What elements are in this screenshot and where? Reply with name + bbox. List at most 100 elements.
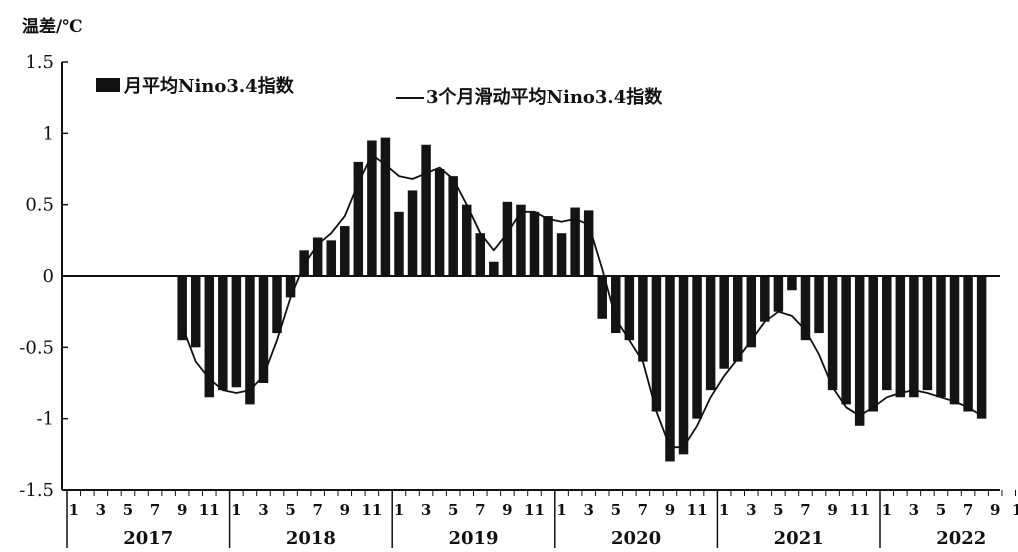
x-tick-label: 3 xyxy=(746,501,756,519)
x-tick-label: 5 xyxy=(448,501,458,519)
x-tick-label: 3 xyxy=(909,501,919,519)
x-tick-label: 9 xyxy=(990,501,1000,519)
bar xyxy=(502,201,513,276)
bar xyxy=(665,276,675,462)
bar xyxy=(800,276,811,341)
moving-average-line xyxy=(181,153,983,449)
y-tick-label: 0.5 xyxy=(25,195,54,216)
bar xyxy=(705,276,716,391)
x-tick-label: 1 xyxy=(556,501,566,519)
x-tick-label: 3 xyxy=(96,501,106,519)
bar xyxy=(868,276,878,412)
x-tick-label: 1 xyxy=(719,501,729,519)
x-tick-label: 9 xyxy=(340,501,350,519)
x-tick-label: 7 xyxy=(800,501,810,519)
x-tick-label: 1 xyxy=(394,501,404,519)
bar xyxy=(556,233,567,276)
bar xyxy=(597,276,607,319)
bar xyxy=(231,276,242,388)
x-tick-label: 7 xyxy=(638,501,648,519)
y-tick-label: -1 xyxy=(36,409,54,430)
bar xyxy=(204,276,215,398)
legend-bar-label: 月平均Nino3.4指数 xyxy=(123,75,295,97)
bar xyxy=(312,237,323,276)
y-axis: 1.5 1 0.5 0 -0.5 -1 -1.5 xyxy=(19,52,68,501)
bar xyxy=(258,276,269,383)
bar xyxy=(719,276,729,369)
bar xyxy=(218,276,228,391)
x-tick-label: 5 xyxy=(611,501,621,519)
bar xyxy=(516,204,526,276)
moving-average-series xyxy=(181,153,983,449)
bar xyxy=(854,276,865,426)
bar xyxy=(245,276,255,405)
bar xyxy=(367,140,377,276)
year-label: 2020 xyxy=(611,528,661,548)
year-label: 2017 xyxy=(123,528,173,548)
bar xyxy=(448,176,458,276)
bar xyxy=(340,226,350,276)
x-tick-label: 11 xyxy=(1012,501,1018,519)
bar xyxy=(827,276,838,391)
bar xyxy=(895,276,906,398)
bar xyxy=(949,276,960,405)
x-tick-label: 3 xyxy=(421,501,431,519)
x-tick-label: 9 xyxy=(827,501,837,519)
bar xyxy=(936,276,946,398)
x-tick-label: 5 xyxy=(936,501,946,519)
bar xyxy=(760,276,770,322)
y-tick-label: -0.5 xyxy=(19,337,54,358)
x-tick-label: 7 xyxy=(312,501,322,519)
x-tick-label: 3 xyxy=(258,501,268,519)
bar xyxy=(475,233,486,276)
x-tick-label: 1 xyxy=(231,501,241,519)
bar xyxy=(841,276,851,405)
x-tick-label: 5 xyxy=(773,501,783,519)
bar xyxy=(461,204,472,276)
year-label: 2019 xyxy=(448,528,498,548)
x-tick-label: 11 xyxy=(199,501,220,519)
x-tick-label: 9 xyxy=(502,501,512,519)
x-tick-label: 11 xyxy=(849,501,870,519)
bar xyxy=(692,276,702,419)
bar xyxy=(177,276,187,341)
legend-line-label: 3个月滑动平均Nino3.4指数 xyxy=(426,86,663,108)
bar xyxy=(407,190,418,276)
bar xyxy=(882,276,892,391)
bar xyxy=(976,276,987,419)
y-axis-label: 温差/℃ xyxy=(22,16,83,37)
bar xyxy=(583,210,594,276)
x-tick-label: 7 xyxy=(150,501,160,519)
bar xyxy=(746,276,757,348)
bar xyxy=(353,161,364,276)
bar xyxy=(909,276,919,398)
y-tick-label: 0 xyxy=(43,266,54,287)
bar xyxy=(421,144,431,276)
year-label: 2018 xyxy=(286,528,336,548)
x-tick-label: 7 xyxy=(475,501,485,519)
legend-bar-swatch xyxy=(96,78,120,92)
x-tick-label: 1 xyxy=(882,501,892,519)
x-tick-label: 1 xyxy=(69,501,79,519)
bar xyxy=(611,276,621,334)
year-label: 2021 xyxy=(774,528,824,548)
x-axis: 1 3 5 7 9 11 1 3 5 7 9 11 1 3 5 7 9 11 1 3 5 7 9 11 1 3 5 7 9 11 1 3 5 7 9… xyxy=(62,489,1018,549)
x-tick-label: 9 xyxy=(177,501,187,519)
bar xyxy=(814,276,824,334)
x-tick-label: 11 xyxy=(524,501,545,519)
x-tick-label: 5 xyxy=(123,501,133,519)
x-tick-label: 11 xyxy=(687,501,708,519)
bar xyxy=(732,276,743,362)
bar xyxy=(638,276,648,362)
legend: 月平均Nino3.4指数 3个月滑动平均Nino3.4指数 xyxy=(96,75,663,108)
bar xyxy=(787,276,797,291)
bar xyxy=(190,276,201,348)
y-tick-label: -1.5 xyxy=(19,480,54,501)
bar xyxy=(285,276,296,298)
bar xyxy=(570,207,580,276)
bar xyxy=(922,276,933,391)
bar xyxy=(434,169,445,276)
bar xyxy=(326,240,336,276)
bar xyxy=(651,276,662,412)
